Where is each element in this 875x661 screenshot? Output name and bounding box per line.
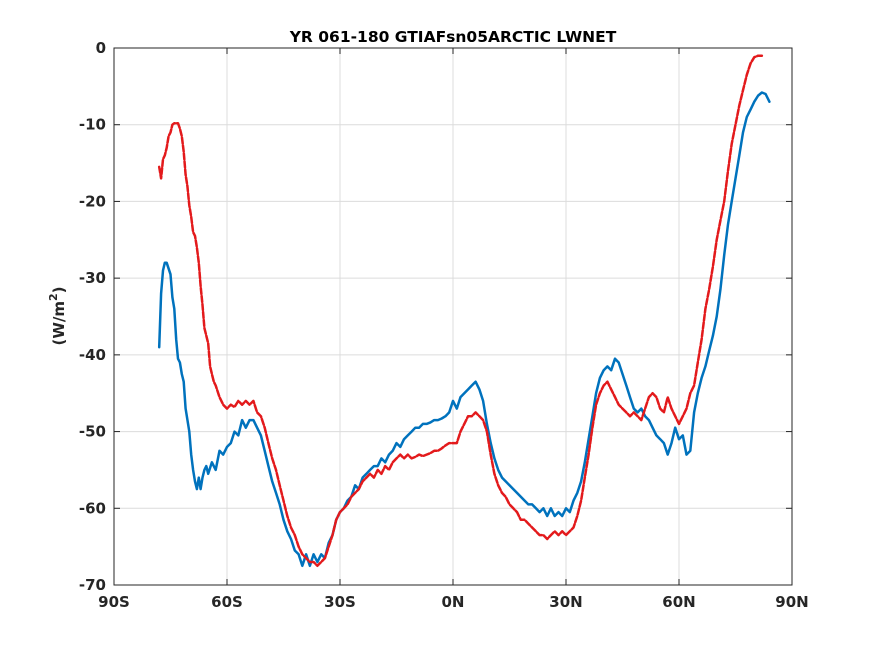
tick-labels: 90S 60S 30S 0N 30N 60N 90N 0 -10 -20 -30 -40 -50 -60 -…: [79, 39, 809, 611]
ticks: [113, 47, 793, 586]
x-tick-label: 60N: [662, 593, 695, 611]
x-tick-label: 0N: [442, 593, 465, 611]
y-axis-label: (W/m2): [47, 286, 68, 345]
x-tick-label: 30S: [324, 593, 356, 611]
y-axis-label-main: (W/m: [50, 301, 68, 346]
chart-title: YR 061-180 GTIAFsn05ARCTIC LWNET: [289, 28, 617, 46]
series-line-2: [157, 54, 764, 568]
y-tick-label: -10: [79, 116, 106, 134]
y-tick-label: -30: [79, 269, 106, 287]
x-tick-label: 60S: [211, 593, 243, 611]
series-line-1: [157, 91, 771, 568]
y-tick-label: -70: [79, 576, 106, 594]
y-axis-label-close: ): [50, 286, 68, 293]
y-tick-label: -60: [79, 499, 106, 517]
x-tick-label: 90S: [98, 593, 130, 611]
y-axis-label-sup: 2: [47, 293, 60, 301]
x-tick-label: 90N: [775, 593, 808, 611]
y-tick-label: -50: [79, 423, 106, 441]
y-tick-label: -20: [79, 192, 106, 210]
x-tick-label: 30N: [549, 593, 582, 611]
y-tick-label: 0: [96, 39, 106, 57]
y-tick-label: -40: [79, 346, 106, 364]
grid: [114, 48, 792, 585]
series-group: [157, 54, 771, 568]
